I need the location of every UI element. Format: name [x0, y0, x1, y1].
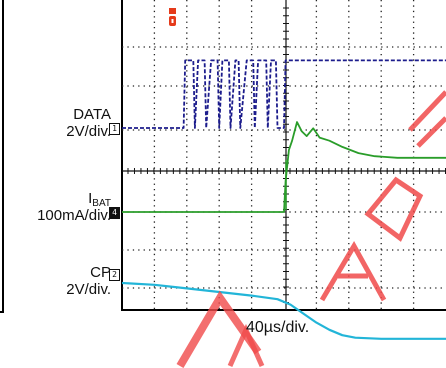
- watermark-letter: [227, 323, 265, 368]
- cp-channel-scale: 2V/div.: [66, 281, 111, 298]
- ibat-name-main: I: [88, 190, 93, 207]
- watermark-letter: [364, 176, 424, 242]
- timebase-label: 40µs/div.: [246, 319, 310, 336]
- ibat-name-sub: BAT: [92, 198, 111, 209]
- watermark-letter: [408, 90, 446, 148]
- scope-traces: [121, 59, 446, 368]
- channel-1-marker: 1: [109, 123, 120, 135]
- data-channel-name: DATA: [73, 106, 111, 123]
- channel-4-marker: 4: [109, 207, 120, 219]
- previous-panel-edge: [0, 0, 4, 313]
- cp-channel-name: CP: [90, 264, 111, 281]
- scope-grid: [121, 0, 446, 311]
- series-data-trace: [122, 59, 446, 129]
- channel-2-marker: 2: [109, 269, 120, 281]
- ibat-channel-scale: 100mA/div.: [37, 207, 111, 224]
- series-ibat-trace: [122, 121, 446, 213]
- series-cp-trace: [121, 281, 446, 340]
- data-channel-scale: 2V/div.: [66, 123, 111, 140]
- trigger-marker-icon: [169, 8, 176, 26]
- ibat-channel-name: IBAT: [88, 190, 111, 212]
- watermark-letter: [319, 240, 387, 302]
